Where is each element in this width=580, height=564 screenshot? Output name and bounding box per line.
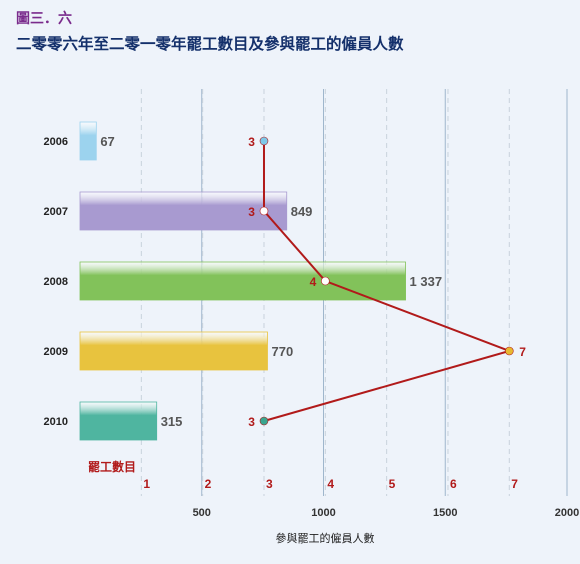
category-label: 2006 [44, 136, 68, 148]
bar-value-label: 770 [271, 344, 293, 359]
bar-2010 [79, 401, 158, 441]
bar-value-label: 849 [291, 204, 313, 219]
secondary-tick-label: 6 [450, 477, 457, 491]
secondary-tick-label: 5 [389, 477, 396, 491]
category-label: 2008 [44, 276, 68, 288]
bar-value-label: 1 337 [410, 274, 443, 289]
x-tick-label: 2000 [555, 507, 579, 519]
x-tick-label: 1500 [433, 507, 457, 519]
secondary-tick-label: 4 [327, 477, 334, 491]
strike-count-label: 7 [519, 345, 526, 359]
category-label: 2009 [44, 346, 68, 358]
strike-count-label: 3 [248, 205, 255, 219]
strike-count-point [321, 276, 330, 286]
secondary-tick-label: 2 [205, 477, 212, 491]
bar-2009 [79, 331, 268, 371]
category-label: 2007 [44, 206, 68, 218]
strike-count-label: 3 [248, 135, 255, 149]
strike-count-point [259, 416, 269, 426]
x-tick-label: 500 [193, 507, 211, 519]
x-axis-title: 參與罷工的僱員人數 [276, 531, 375, 545]
figure-title: 二零零六年至二零一零年罷工數目及參與罷工的僱員人數 [16, 35, 404, 53]
category-label: 2010 [44, 416, 68, 428]
strike-count-label: 4 [310, 275, 317, 289]
figure-label: 圖三．六 [16, 11, 72, 27]
strike-count-label: 3 [248, 415, 255, 429]
bar-value-label: 315 [161, 414, 183, 429]
secondary-tick-label: 7 [511, 477, 518, 491]
bar-2007 [79, 191, 288, 231]
strike-count-point [259, 206, 269, 216]
secondary-tick-label: 1 [143, 477, 150, 491]
bar-value-label: 67 [100, 134, 114, 149]
bar-2008 [79, 261, 406, 301]
strike-count-point [505, 346, 514, 356]
secondary-axis-title: 罷工數目 [88, 459, 136, 474]
strike-count-point [259, 136, 269, 146]
secondary-tick-label: 3 [266, 477, 273, 491]
bar-2006 [79, 121, 97, 161]
x-tick-label: 1000 [311, 507, 335, 519]
